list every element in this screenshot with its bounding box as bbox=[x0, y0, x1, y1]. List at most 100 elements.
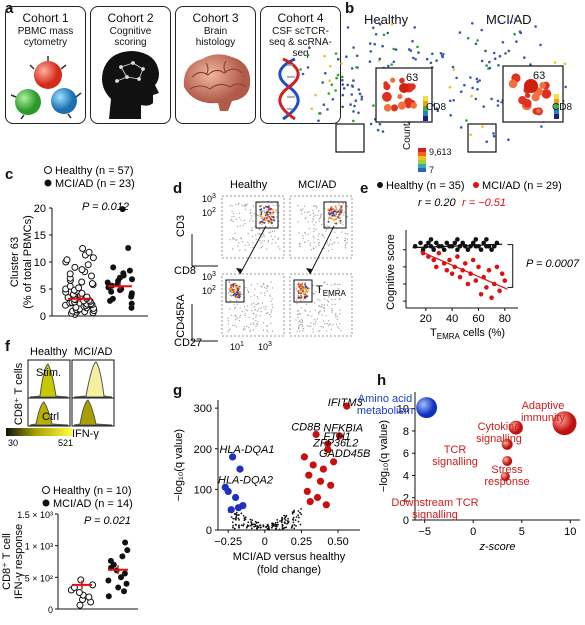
c-ytick-label: 5 bbox=[40, 284, 46, 296]
spade-node bbox=[369, 122, 373, 126]
g-background-gene bbox=[243, 519, 246, 522]
spade-node bbox=[394, 48, 398, 51]
d-event bbox=[302, 208, 304, 210]
d-event bbox=[341, 231, 343, 233]
cohort-3-title: Cohort 3 bbox=[192, 11, 239, 25]
d-dense-event bbox=[306, 290, 309, 293]
f-histogram-frame bbox=[71, 359, 115, 427]
e-point-mci bbox=[434, 264, 439, 270]
c-legend-healthy: Healthy (n = 57) bbox=[55, 165, 134, 177]
g-down-gene bbox=[234, 504, 243, 512]
d-event bbox=[231, 210, 233, 213]
g-background-gene bbox=[272, 524, 275, 527]
spade-node bbox=[352, 79, 355, 82]
d-event bbox=[254, 288, 256, 290]
d-dense-event bbox=[300, 292, 302, 295]
d-event bbox=[247, 241, 249, 243]
d-arrowhead bbox=[306, 268, 312, 274]
spade-node bbox=[341, 75, 344, 79]
d-event bbox=[337, 284, 339, 286]
d-xtick-exp: 1 bbox=[240, 341, 244, 348]
g-background-gene bbox=[275, 523, 277, 526]
f-ytick-label: 5 × 10² bbox=[25, 573, 53, 583]
spade-node bbox=[513, 32, 516, 36]
g-gene-label: HLA-DQA1 bbox=[219, 444, 274, 456]
g-background-gene bbox=[281, 524, 284, 527]
d-event bbox=[299, 330, 301, 332]
e-point-healthy bbox=[489, 247, 494, 252]
d-event bbox=[296, 303, 298, 305]
f-p-value: P = 0.021 bbox=[84, 515, 131, 527]
e-point-healthy bbox=[478, 247, 484, 252]
spade-node bbox=[317, 119, 320, 122]
d-event bbox=[317, 311, 320, 314]
b-cd8-label-healthy: CD8 bbox=[426, 102, 447, 113]
d-event bbox=[323, 237, 325, 239]
spade-node bbox=[349, 103, 352, 106]
inset-node bbox=[525, 93, 531, 98]
d-event bbox=[239, 314, 242, 317]
f-point-mci bbox=[122, 539, 129, 546]
d-event bbox=[266, 325, 268, 327]
d-event bbox=[298, 313, 300, 315]
d-event bbox=[335, 313, 337, 315]
d-dense-event bbox=[305, 287, 308, 290]
c-point-healthy bbox=[71, 263, 79, 271]
d-event bbox=[311, 315, 313, 317]
d-ytick: 103 bbox=[202, 271, 216, 282]
d-event bbox=[244, 314, 246, 316]
d-event bbox=[342, 202, 344, 205]
d-arrowhead bbox=[236, 268, 242, 274]
d-event bbox=[302, 327, 304, 330]
d-temra-label: TEMRA bbox=[316, 284, 347, 298]
d-event bbox=[327, 320, 330, 322]
g-ytick-label: 0 bbox=[206, 525, 212, 537]
d-xtick-exp: 3 bbox=[268, 341, 272, 348]
d-event bbox=[271, 330, 274, 332]
d-event bbox=[271, 230, 274, 233]
d-event bbox=[239, 316, 241, 319]
d-plot-frame bbox=[221, 273, 285, 337]
d-event bbox=[264, 308, 267, 310]
count-colorbar-segment bbox=[418, 156, 426, 160]
d-event bbox=[260, 310, 262, 313]
d-event bbox=[243, 326, 245, 328]
panel-label-c: c bbox=[5, 166, 14, 183]
h-term-label: Adaptive immunity bbox=[521, 400, 566, 424]
spade-node bbox=[329, 64, 332, 68]
spade-node bbox=[425, 57, 429, 61]
d-event bbox=[234, 324, 236, 326]
d-event bbox=[328, 296, 330, 298]
d-event bbox=[265, 305, 267, 308]
d-dense-event bbox=[231, 288, 234, 291]
d-event bbox=[234, 306, 237, 309]
g-background-gene bbox=[274, 522, 277, 524]
f-ylabel-top: CD8⁺ T cells bbox=[13, 362, 25, 425]
g-up-gene bbox=[343, 402, 351, 410]
e-point-healthy bbox=[455, 237, 460, 242]
g-background-gene bbox=[249, 518, 252, 521]
e-point-mci bbox=[476, 264, 481, 270]
e-point-healthy bbox=[434, 240, 439, 246]
d-event bbox=[252, 242, 254, 244]
d-event bbox=[308, 289, 310, 291]
d-event bbox=[298, 282, 300, 284]
spade-node bbox=[355, 54, 359, 58]
g-background-gene bbox=[257, 521, 260, 524]
d-event bbox=[331, 311, 333, 313]
c-point-healthy bbox=[63, 256, 71, 264]
d-event bbox=[227, 317, 229, 319]
d-event bbox=[336, 318, 338, 321]
d-event bbox=[266, 286, 268, 288]
f-legend-mci: MCI/AD (n = 14) bbox=[53, 498, 133, 510]
spade-node bbox=[498, 54, 502, 58]
d-event bbox=[327, 218, 330, 220]
d-event bbox=[236, 225, 239, 228]
d-event bbox=[346, 215, 349, 218]
d-event bbox=[302, 235, 304, 237]
c-point-mci bbox=[119, 206, 126, 213]
inset-colorbar bbox=[423, 101, 428, 106]
g-background-gene bbox=[235, 511, 238, 514]
f-ctrl-hist-healthy bbox=[29, 401, 69, 426]
g-background-gene bbox=[258, 524, 261, 527]
